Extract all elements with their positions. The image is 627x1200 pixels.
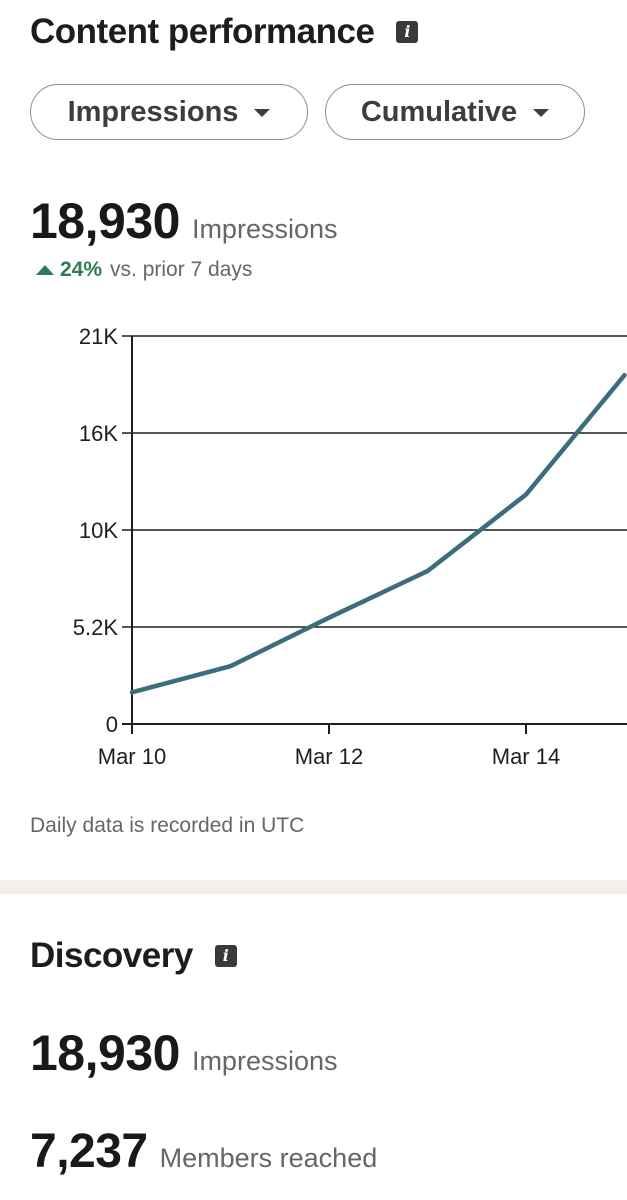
chevron-down-icon (254, 109, 271, 117)
members-reached-label: Members reached (159, 1143, 378, 1173)
mode-dropdown-label: Cumulative (360, 95, 518, 128)
metric-dropdown-label: Impressions (67, 95, 239, 128)
up-arrow-icon (36, 265, 54, 275)
discovery-impressions-label: Impressions (191, 1046, 338, 1076)
x-tick-label: Mar 14 (492, 744, 560, 769)
members-reached: 7,237 Members reached (30, 1124, 377, 1179)
impressions-data-point (525, 494, 527, 496)
chart-gridlines (122, 335, 627, 628)
impressions-data-point (131, 691, 133, 693)
discovery-impressions-value: 18,930 (30, 1025, 180, 1081)
chevron-down-icon (533, 109, 550, 117)
total-impressions-value: 18,930 (30, 193, 180, 249)
change-indicator: 24% vs. prior 7 days (36, 258, 252, 282)
discovery-header: Discovery i (30, 932, 237, 980)
content-performance-header: Content performance i (30, 8, 419, 56)
chart-tick-labels: 0 5.2K 10K 16K 21K Mar 10 Mar 12 Mar 14 (73, 324, 561, 769)
utc-footnote: Daily data is recorded in UTC (30, 814, 305, 837)
chart-axes (122, 336, 627, 734)
y-tick-label: 0 (106, 712, 118, 737)
impressions-data-point (328, 617, 330, 619)
y-tick-label: 21K (79, 324, 118, 349)
change-text: vs. prior 7 days (110, 258, 253, 281)
info-icon[interactable]: i (214, 945, 237, 967)
info-icon[interactable]: i (396, 21, 419, 43)
impressions-line-chart: 0 5.2K 10K 16K 21K Mar 10 Mar 12 Mar 14 (73, 324, 627, 769)
total-impressions-label: Impressions (191, 214, 338, 244)
impressions-data-point (427, 570, 428, 572)
content-performance-title: Content performance (30, 12, 375, 51)
section-divider (0, 880, 627, 894)
y-tick-label: 16K (79, 421, 118, 446)
metric-dropdown[interactable]: Impressions (30, 84, 308, 140)
impressions-data-point (230, 665, 231, 667)
impressions-series-line (129, 372, 627, 695)
discovery-title: Discovery (30, 936, 193, 975)
members-reached-value: 7,237 (30, 1125, 148, 1178)
mode-dropdown[interactable]: Cumulative (325, 84, 585, 140)
change-percent: 24% (60, 258, 103, 281)
total-impressions: 18,930 Impressions (30, 192, 337, 250)
impressions-data-point (624, 374, 625, 376)
chart-series (129, 372, 627, 695)
discovery-impressions: 18,930 Impressions (30, 1024, 337, 1082)
y-tick-label: 5.2K (73, 615, 119, 640)
y-tick-label: 10K (79, 518, 118, 543)
x-tick-label: Mar 12 (295, 744, 363, 769)
x-tick-label: Mar 10 (98, 744, 166, 769)
